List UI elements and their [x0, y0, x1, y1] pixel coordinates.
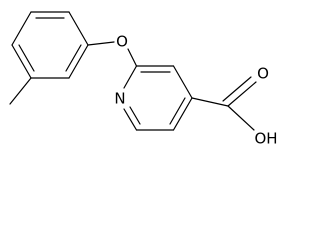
- benzene-ring: [11, 11, 89, 79]
- carbonyl-bond: [222, 76, 252, 102]
- structure: O N O OH: [9, 11, 278, 148]
- ether-bond: [127, 48, 138, 67]
- carbonyl-bond: [227, 81, 257, 107]
- page: {"atoms": {"ether_oxygen": "O", "ring_ni…: [9, 11, 278, 148]
- atom-label: O: [116, 33, 128, 51]
- hydroxyl-bond: [227, 105, 255, 131]
- carboxyl-bond: [191, 97, 229, 107]
- ether-bond: [87, 41, 115, 46]
- atom-label: OH: [254, 130, 277, 148]
- atom-label: N: [114, 90, 125, 108]
- atom-label: O: [257, 65, 269, 83]
- methyl-bond: [9, 77, 32, 105]
- pyridine-ring: [123, 65, 193, 131]
